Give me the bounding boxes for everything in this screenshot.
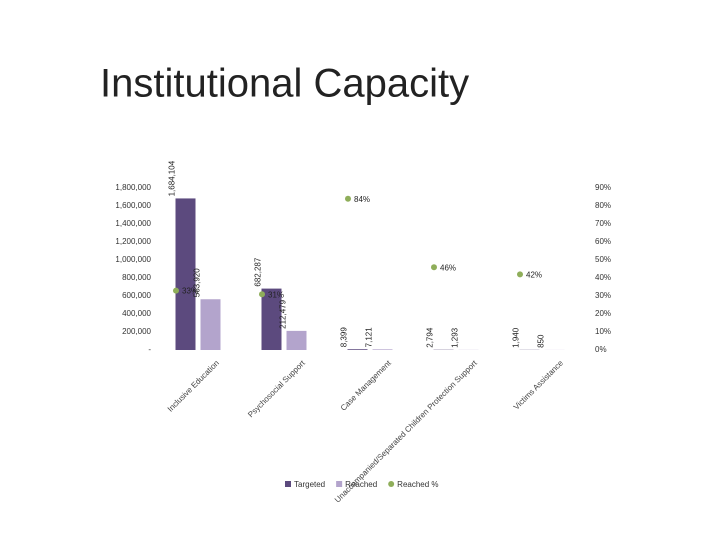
- legend-label: Reached: [345, 480, 377, 489]
- value-label: 1,293: [451, 327, 460, 348]
- y2-tick-label: 70%: [595, 219, 611, 228]
- value-label: 682,287: [254, 257, 263, 286]
- percent-label: 33%: [182, 287, 198, 296]
- y-tick-label: 200,000: [122, 327, 151, 336]
- value-label: 1,940: [512, 327, 521, 348]
- percent-marker: [431, 264, 437, 270]
- y2-tick-label: 30%: [595, 291, 611, 300]
- y2-tick-label: 10%: [595, 327, 611, 336]
- y2-tick-label: 80%: [595, 201, 611, 210]
- y-tick-label: 1,600,000: [115, 201, 151, 210]
- bar: [373, 349, 393, 350]
- slide-title: Institutional Capacity: [100, 62, 469, 106]
- legend-swatch: [285, 481, 291, 487]
- percent-label: 42%: [526, 271, 542, 280]
- y-tick-label: 800,000: [122, 273, 151, 282]
- percent-marker: [345, 196, 351, 202]
- percent-label: 31%: [268, 290, 284, 299]
- y-tick-label: -: [148, 345, 151, 354]
- y2-tick-label: 20%: [595, 309, 611, 318]
- value-label: 212,479: [279, 299, 288, 328]
- y-tick-label: 1,200,000: [115, 237, 151, 246]
- legend-label: Targeted: [294, 480, 325, 489]
- x-tick-label: Inclusive Education: [166, 359, 221, 414]
- legend-marker: [388, 481, 394, 487]
- y2-tick-label: 90%: [595, 183, 611, 192]
- bar: [348, 349, 368, 350]
- percent-marker: [173, 288, 179, 294]
- y2-tick-label: 40%: [595, 273, 611, 282]
- y2-tick-label: 50%: [595, 255, 611, 264]
- y-tick-label: 1,400,000: [115, 219, 151, 228]
- value-label: 850: [537, 334, 546, 348]
- y2-tick-label: 60%: [595, 237, 611, 246]
- x-tick-label: Victims Assistance: [512, 358, 565, 411]
- y-tick-label: 1,000,000: [115, 255, 151, 264]
- percent-marker: [259, 291, 265, 297]
- x-tick-label: Case Management: [339, 358, 394, 413]
- legend-swatch: [336, 481, 342, 487]
- y2-tick-label: 0%: [595, 345, 607, 354]
- legend-label: Reached %: [397, 480, 438, 489]
- y-tick-label: 600,000: [122, 291, 151, 300]
- y-tick-label: 1,800,000: [115, 183, 151, 192]
- percent-label: 46%: [440, 263, 456, 272]
- value-label: 7,121: [365, 327, 374, 348]
- x-tick-label: Psychosocial Support: [246, 358, 307, 419]
- y-tick-label: 400,000: [122, 309, 151, 318]
- percent-label: 84%: [354, 195, 370, 204]
- percent-marker: [517, 271, 523, 277]
- value-label: 1,684,104: [168, 160, 177, 196]
- bar: [201, 299, 221, 350]
- value-label: 8,399: [340, 327, 349, 348]
- bar: [287, 331, 307, 350]
- value-label: 2,794: [426, 327, 435, 348]
